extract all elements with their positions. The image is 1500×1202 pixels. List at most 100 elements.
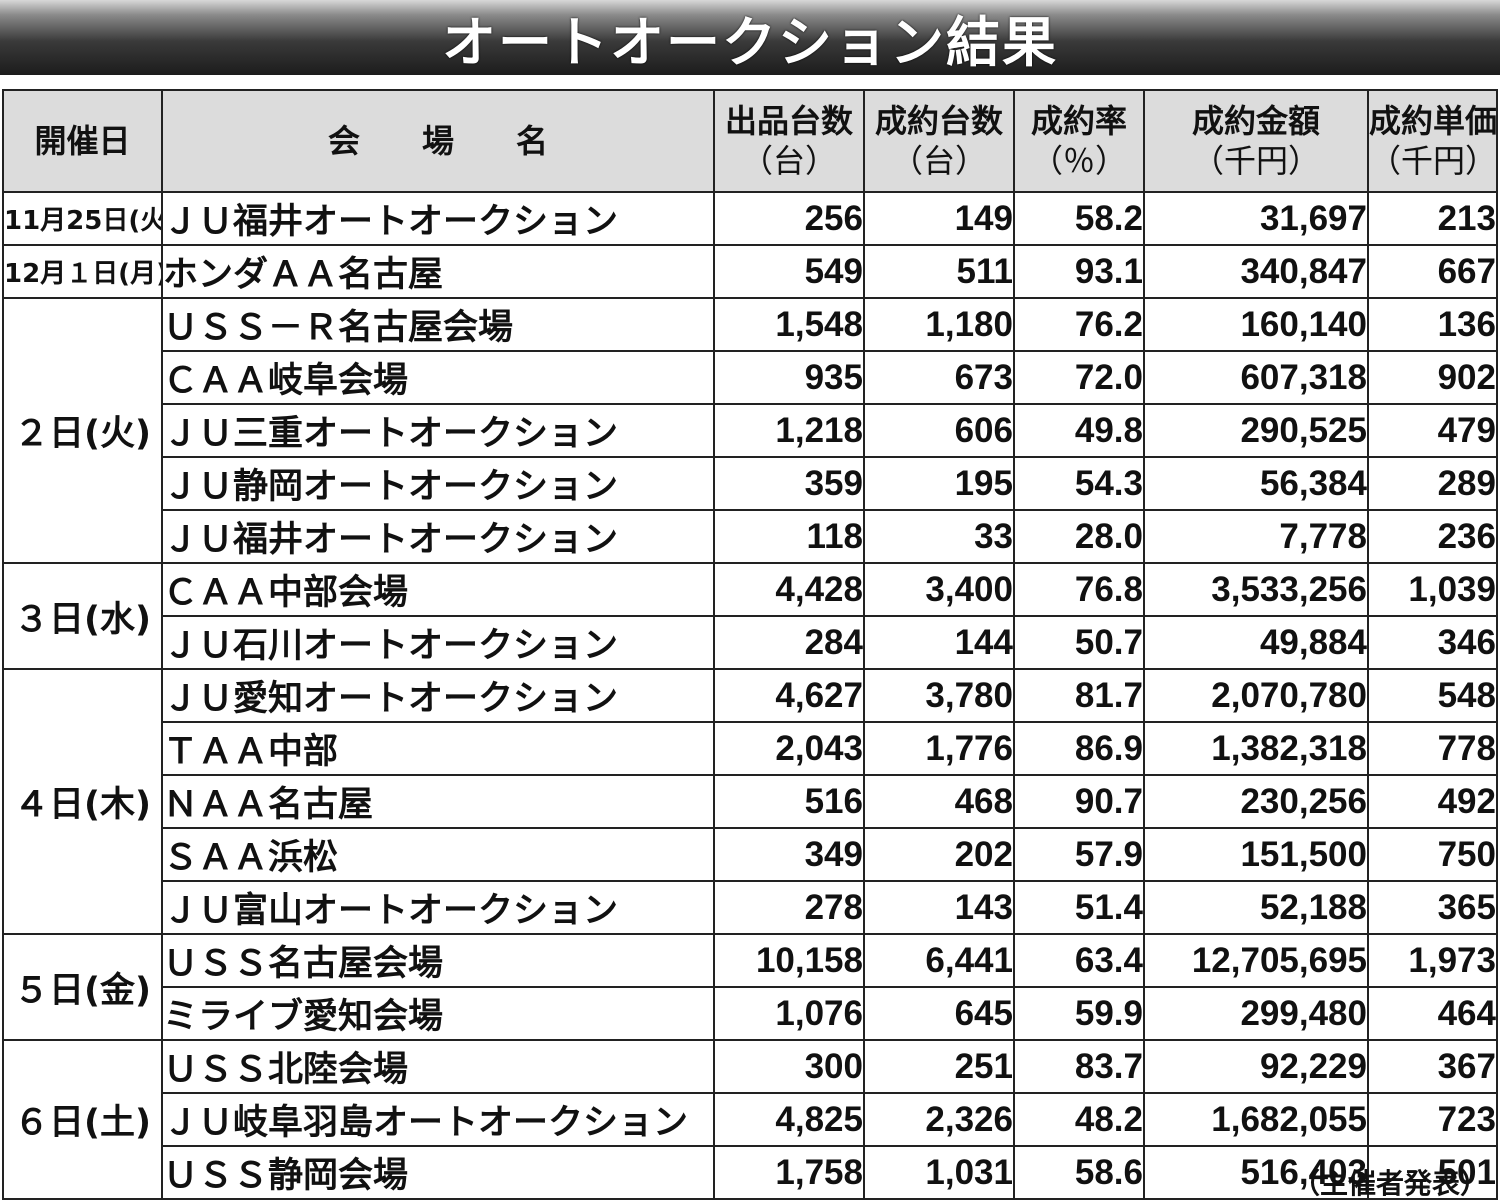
venue-name: ＪＵ福井オートオークション xyxy=(161,191,715,246)
table-row: ５日(金) ＵＳＳ名古屋会場 10,158 6,441 63.4 12,705,695 1,… xyxy=(2,933,1498,1041)
success-rate: 72.0 xyxy=(1013,350,1145,405)
listed-count: 278 xyxy=(713,880,865,935)
venue-name: ＪＵ愛知オートオークション xyxy=(161,668,715,723)
page-title: オートオークション結果 xyxy=(442,11,1058,74)
sold-count: 468 xyxy=(863,774,1015,829)
table-row: 11月25日(火) ＪＵ福井オートオークション 256 149 58.2 31,697 21… xyxy=(2,191,1498,246)
venue-name: ミライブ愛知会場 xyxy=(161,986,715,1041)
sold-amount: 607,318 xyxy=(1143,350,1369,405)
sold-amount: 151,500 xyxy=(1143,827,1369,882)
sold-amount: 290,525 xyxy=(1143,403,1369,458)
listed-count: 300 xyxy=(713,1039,865,1094)
sold-count: 2,326 xyxy=(863,1092,1015,1147)
listed-count: 118 xyxy=(713,509,865,564)
table-row: ＣＡＡ岐阜会場 935 673 72.0 607,318 902 xyxy=(3,350,1498,405)
title-banner: オートオークション結果 xyxy=(0,0,1500,75)
listed-count: 10,158 xyxy=(713,933,865,988)
sold-count: 143 xyxy=(863,880,1015,935)
venue-name: ＪＵ石川オートオークション xyxy=(161,615,715,670)
unit-price: 492 xyxy=(1367,774,1498,829)
date-cell: 11月25日(火) xyxy=(2,191,163,246)
table-row: ＪＵ富山オートオークション 278 143 51.4 52,188 365 xyxy=(3,880,1498,935)
unit-price: 136 xyxy=(1367,297,1498,352)
header-venue: 会場名 xyxy=(161,89,715,193)
unit-price: 1,973 xyxy=(1367,933,1498,988)
source-note: （主催者発表） xyxy=(1291,1167,1488,1200)
sold-count: 3,400 xyxy=(863,562,1015,617)
venue-name: ＵＳＳ静岡会場 xyxy=(161,1145,715,1200)
listed-count: 2,043 xyxy=(713,721,865,776)
table-row: ＳＡＡ浜松 349 202 57.9 151,500 750 xyxy=(3,827,1498,882)
unit-price: 289 xyxy=(1367,456,1498,511)
listed-count: 4,825 xyxy=(713,1092,865,1147)
success-rate: 28.0 xyxy=(1013,509,1145,564)
date-cell: ３日(水) xyxy=(2,562,163,670)
listed-count: 359 xyxy=(713,456,865,511)
sold-count: 1,031 xyxy=(863,1145,1015,1200)
unit-price: 213 xyxy=(1367,191,1498,246)
listed-count: 1,548 xyxy=(713,297,865,352)
sold-amount: 12,705,695 xyxy=(1143,933,1369,988)
header-row: 開催日 会場名 出品台数 （台） 成約台数 （台） 成約率 （％） 成約金額 （千円） … xyxy=(2,89,1498,193)
sold-count: 1,776 xyxy=(863,721,1015,776)
success-rate: 63.4 xyxy=(1013,933,1145,988)
sold-amount: 3,533,256 xyxy=(1143,562,1369,617)
success-rate: 54.3 xyxy=(1013,456,1145,511)
venue-name: ＪＵ静岡オートオークション xyxy=(161,456,715,511)
table-row: ミライブ愛知会場 1,076 645 59.9 299,480 464 xyxy=(3,986,1498,1041)
unit-price: 723 xyxy=(1367,1092,1498,1147)
venue-name: ＪＵ岐阜羽島オートオークション xyxy=(161,1092,715,1147)
listed-count: 1,076 xyxy=(713,986,865,1041)
table-row: ３日(水) ＣＡＡ中部会場 4,428 3,400 76.8 3,533,256 1,039 xyxy=(2,562,1498,670)
sold-amount: 516,403 xyxy=(1143,1145,1369,1200)
sold-amount: 299,480 xyxy=(1143,986,1369,1041)
success-rate: 81.7 xyxy=(1013,668,1145,723)
listed-count: 349 xyxy=(713,827,865,882)
success-rate: 86.9 xyxy=(1013,721,1145,776)
unit-price: 236 xyxy=(1367,509,1498,564)
success-rate: 50.7 xyxy=(1013,615,1145,670)
unit-price: 479 xyxy=(1367,403,1498,458)
sold-amount: 230,256 xyxy=(1143,774,1369,829)
unit-price: 501 xyxy=(1367,1145,1498,1200)
header-date: 開催日 xyxy=(2,89,163,193)
unit-price: 367 xyxy=(1367,1039,1498,1094)
results-body: 11月25日(火) ＪＵ福井オートオークション 256 149 58.2 31,697 21… xyxy=(2,191,1498,1200)
venue-name: ＣＡＡ中部会場 xyxy=(161,562,715,617)
sold-count: 195 xyxy=(863,456,1015,511)
table-row: ＪＵ三重オートオークション 1,218 606 49.8 290,525 479 xyxy=(3,403,1498,458)
auction-results-table: 開催日 会場名 出品台数 （台） 成約台数 （台） 成約率 （％） 成約金額 （千円） … xyxy=(2,89,1498,1200)
sold-count: 1,180 xyxy=(863,297,1015,352)
success-rate: 76.8 xyxy=(1013,562,1145,617)
sold-amount: 160,140 xyxy=(1143,297,1369,352)
sold-amount: 1,382,318 xyxy=(1143,721,1369,776)
success-rate: 48.2 xyxy=(1013,1092,1145,1147)
sold-amount: 92,229 xyxy=(1143,1039,1369,1094)
success-rate: 58.2 xyxy=(1013,191,1145,246)
sold-amount: 340,847 xyxy=(1143,244,1369,299)
table-row: ＵＳＳ静岡会場 1,758 1,031 58.6 516,403 501 xyxy=(3,1145,1498,1200)
success-rate: 49.8 xyxy=(1013,403,1145,458)
date-cell: 12月１日(月) xyxy=(2,244,163,299)
success-rate: 90.7 xyxy=(1013,774,1145,829)
success-rate: 93.1 xyxy=(1013,244,1145,299)
header-sold: 成約台数 （台） xyxy=(863,89,1015,193)
table-row: ２日(火) ＵＳＳ－Ｒ名古屋会場 1,548 1,180 76.2 160,140 136 xyxy=(2,297,1498,564)
sold-amount: 31,697 xyxy=(1143,191,1369,246)
unit-price: 750 xyxy=(1367,827,1498,882)
sold-count: 606 xyxy=(863,403,1015,458)
date-cell: ４日(木) xyxy=(2,668,163,935)
table-row: ＪＵ福井オートオークション 118 33 28.0 7,778 236 xyxy=(3,509,1498,564)
date-cell: ５日(金) xyxy=(2,933,163,1041)
venue-name: ＮＡＡ名古屋 xyxy=(161,774,715,829)
success-rate: 58.6 xyxy=(1013,1145,1145,1200)
unit-price: 548 xyxy=(1367,668,1498,723)
sold-count: 202 xyxy=(863,827,1015,882)
venue-name: ＪＵ三重オートオークション xyxy=(161,403,715,458)
date-cell: ２日(火) xyxy=(2,297,163,564)
table-row: ＴＡＡ中部 2,043 1,776 86.9 1,382,318 778 xyxy=(3,721,1498,776)
unit-price: 902 xyxy=(1367,350,1498,405)
venue-name: ＪＵ富山オートオークション xyxy=(161,880,715,935)
success-rate: 59.9 xyxy=(1013,986,1145,1041)
venue-name: ＣＡＡ岐阜会場 xyxy=(161,350,715,405)
